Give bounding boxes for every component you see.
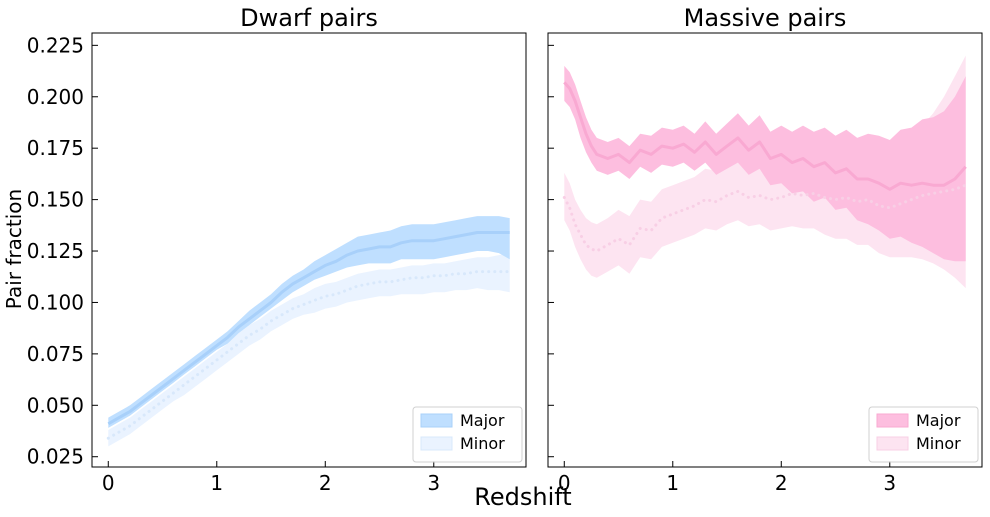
- x-tick-label: 0: [102, 471, 115, 495]
- y-tick-label: 0.050: [27, 393, 84, 417]
- x-tick-label: 3: [883, 471, 896, 495]
- x-tick-label: 3: [427, 471, 440, 495]
- line-major-massive: [563, 81, 967, 191]
- panel-massive-pairs: Massive pairs 0 1 2 3 Major Minor: [547, 4, 983, 495]
- y-tick-label: 0.100: [27, 290, 84, 314]
- legend-swatch-minor: [876, 436, 909, 451]
- legend-swatch-major: [420, 413, 453, 428]
- x-tick-label: 0: [558, 471, 571, 495]
- axes-frame: [547, 32, 983, 468]
- y-tick-label: 0.150: [27, 188, 84, 212]
- band-major-dwarf: [108, 216, 510, 428]
- y-tick-label: 0.125: [27, 239, 84, 263]
- panel-title: Massive pairs: [684, 4, 847, 32]
- legend-label-major: Major: [460, 411, 505, 430]
- line-minor-massive: [562, 183, 968, 253]
- y-tick-label: 0.225: [27, 33, 84, 57]
- x-tick-label: 1: [210, 471, 223, 495]
- x-axis-label: Redshift: [474, 483, 571, 511]
- line-major-dwarf: [107, 231, 510, 426]
- y-tick-label: 0.075: [27, 342, 84, 366]
- legend: Major Minor: [412, 406, 523, 463]
- x-tick-label: 2: [775, 471, 788, 495]
- band-major-massive: [564, 65, 966, 262]
- x-tick-label: 1: [666, 471, 679, 495]
- legend-swatch-major: [876, 413, 909, 428]
- axes-frame: [91, 32, 527, 468]
- panel-dwarf-pairs: Dwarf pairs 0 1 2 3 0.025 0.050 0.075 0.100 0.125…: [27, 4, 527, 495]
- y-tick-label: 0.200: [27, 85, 84, 109]
- y-axis-label: Pair fraction: [2, 189, 26, 309]
- legend-label-minor: Minor: [460, 434, 505, 453]
- legend-swatch-minor: [420, 436, 453, 451]
- legend-label-major: Major: [916, 411, 961, 430]
- line-minor-dwarf: [106, 270, 512, 440]
- legend-label-minor: Minor: [916, 434, 961, 453]
- x-tick-label: 2: [319, 471, 332, 495]
- legend: Major Minor: [868, 406, 979, 463]
- y-tick-label: 0.025: [27, 445, 84, 469]
- panel-title: Dwarf pairs: [240, 4, 378, 32]
- y-tick-label: 0.175: [27, 136, 84, 160]
